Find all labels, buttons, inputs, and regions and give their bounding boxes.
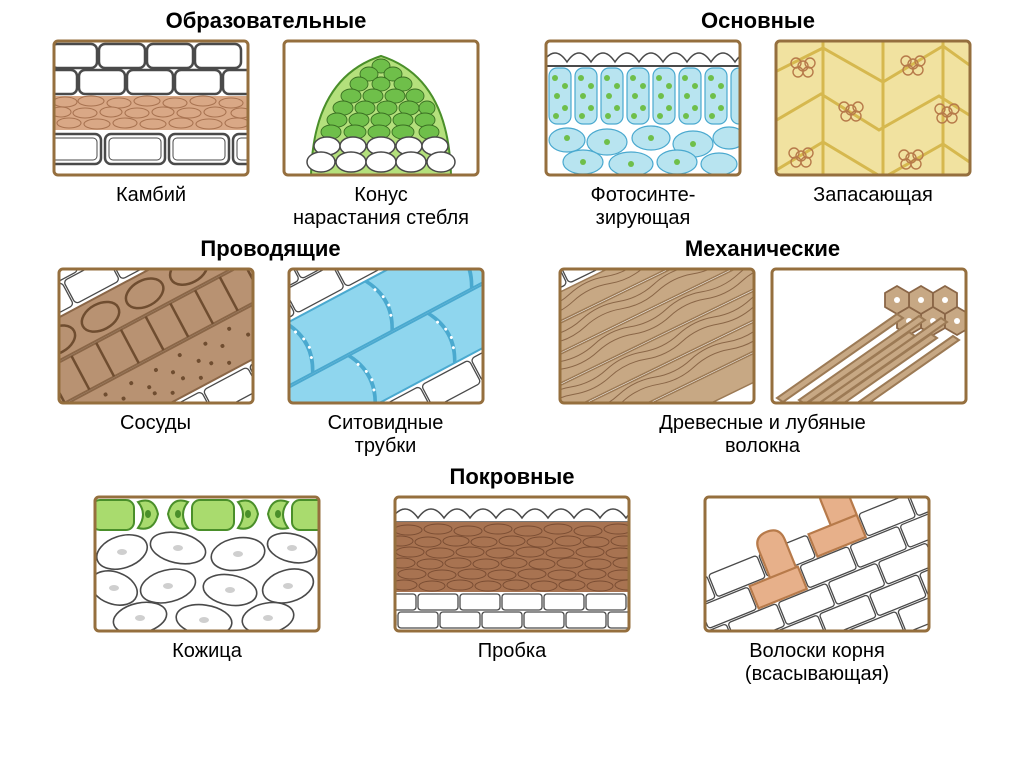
pair-conducting: Сосуды <box>56 266 486 458</box>
caption-epidermis: Кожица <box>172 640 242 663</box>
pair-covering: Кожица <box>92 494 932 686</box>
pair-educational: Камбий <box>51 38 481 230</box>
svg-photo <box>543 38 743 178</box>
caption-sieve: Ситовидныетрубки <box>328 412 444 458</box>
svg-cambium <box>51 38 251 178</box>
group-conducting: Проводящие <box>56 236 486 458</box>
svg-roothairs <box>702 494 932 634</box>
caption-roothairs: Волоски корня(всасывающая) <box>745 640 889 686</box>
title-mechanical: Механические <box>685 236 840 262</box>
item-epidermis: Кожица <box>92 494 322 686</box>
item-cambium: Камбий <box>51 38 251 230</box>
row-2: Проводящие <box>20 236 1004 458</box>
caption-cambium: Камбий <box>116 184 186 207</box>
title-covering: Покровные <box>450 464 575 490</box>
svg-fibers-a <box>557 266 757 406</box>
title-main: Основные <box>701 8 815 34</box>
caption-vessels: Сосуды <box>120 412 191 435</box>
group-mechanical: Механические <box>557 236 969 458</box>
caption-cork: Пробка <box>478 640 546 663</box>
caption-photo: Фотосинте-зирующая <box>591 184 696 230</box>
item-photo: Фотосинте-зирующая <box>543 38 743 230</box>
caption-cone: Конуснарастания стебля <box>293 184 469 230</box>
svg-epidermis <box>92 494 322 634</box>
group-covering: Покровные <box>20 464 1004 686</box>
svg-sieve <box>286 266 486 406</box>
group-educational: Образовательные <box>51 8 481 230</box>
item-cone: Конуснарастания стебля <box>281 38 481 230</box>
item-roothairs: Волоски корня(всасывающая) <box>702 494 932 686</box>
caption-fibers: Древесные и лубяныеволокна <box>659 412 865 458</box>
pair-main: Фотосинте-зирующая <box>543 38 973 230</box>
item-fibers: Древесные и лубяныеволокна <box>557 266 969 458</box>
item-sieve: Ситовидныетрубки <box>286 266 486 458</box>
item-vessels: Сосуды <box>56 266 256 458</box>
title-conducting: Проводящие <box>200 236 340 262</box>
svg-storage <box>773 38 973 178</box>
item-storage: Запасающая <box>773 38 973 230</box>
item-cork: Пробка <box>392 494 632 686</box>
group-main: Основные <box>543 8 973 230</box>
row-1: Образовательные <box>20 8 1004 230</box>
caption-storage: Запасающая <box>813 184 933 207</box>
svg-fibers-b <box>769 266 969 406</box>
svg-vessels <box>56 266 256 406</box>
svg-cone <box>281 38 481 178</box>
svg-cork <box>392 494 632 634</box>
pair-mechanical: Древесные и лубяныеволокна <box>557 266 969 458</box>
row-3: Покровные <box>20 464 1004 686</box>
title-educational: Образовательные <box>166 8 367 34</box>
